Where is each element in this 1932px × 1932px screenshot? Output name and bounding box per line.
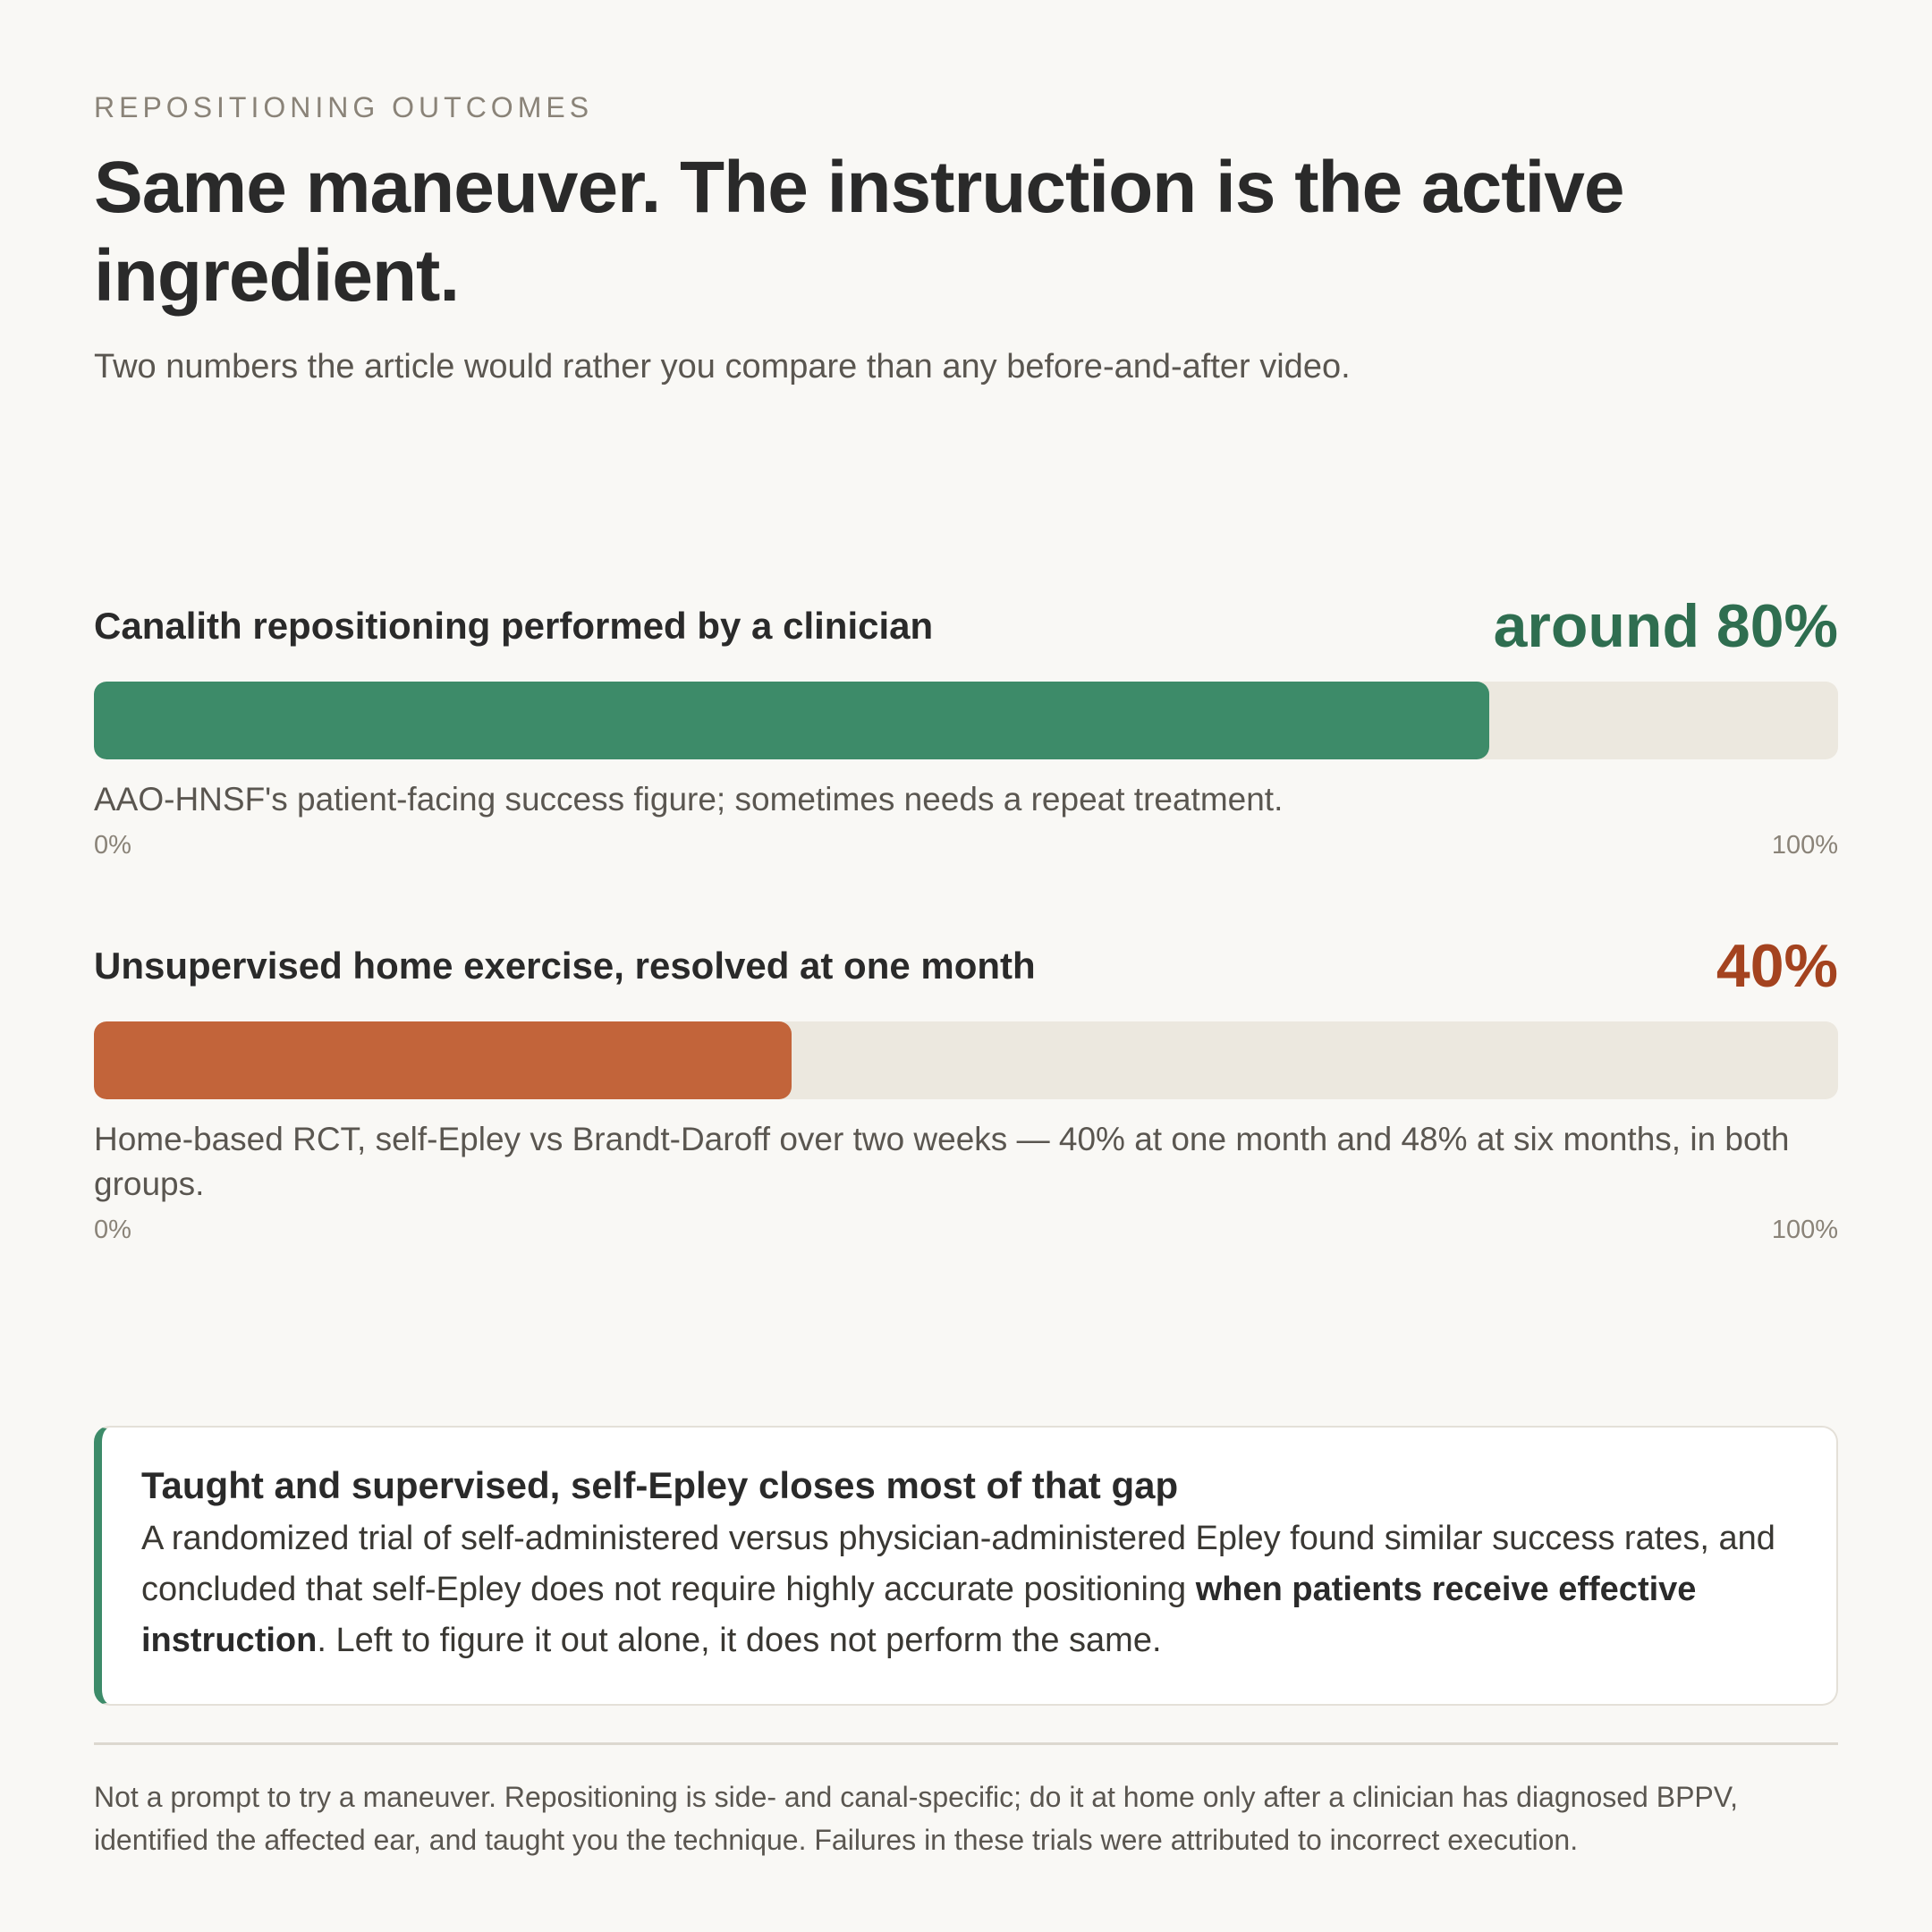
bar [94, 682, 1489, 759]
x-tick-label: 100% [1771, 831, 1838, 860]
bar-header: Unsupervised home exercise, resolved at … [94, 930, 1838, 1002]
bar-track [94, 1021, 1838, 1099]
x-tick-label: 0% [94, 831, 131, 860]
callout-body: A randomized trial of self-administered … [141, 1513, 1783, 1666]
callout-title: Taught and supervised, self-Epley closes… [141, 1464, 1179, 1506]
x-axis: 0% 100% [94, 1212, 1838, 1248]
x-tick-label: 100% [1771, 1216, 1838, 1244]
bar-header: Canalith repositioning performed by a cl… [94, 590, 1838, 662]
category-label: Unsupervised home exercise, resolved at … [94, 945, 1036, 987]
callout-text: . Left to figure it out alone, it does n… [317, 1622, 1162, 1659]
bar-group: Canalith repositioning performed by a cl… [94, 590, 1838, 863]
bar [94, 1021, 792, 1099]
category-label: Canalith repositioning performed by a cl… [94, 605, 934, 647]
subtitle: Two numbers the article would rather you… [94, 348, 1351, 386]
x-tick-label: 0% [94, 1216, 131, 1244]
bar-track [94, 682, 1838, 759]
title: Same maneuver. The instruction is the ac… [94, 147, 1625, 317]
value-label: around 80% [1493, 592, 1838, 660]
bar-note: Home-based RCT, self-Epley vs Brandt-Dar… [94, 1121, 1790, 1202]
callout: Taught and supervised, self-Epley closes… [94, 1426, 1838, 1706]
footnote: Not a prompt to try a maneuver. Repositi… [94, 1781, 1739, 1856]
bar-group: Unsupervised home exercise, resolved at … [94, 930, 1838, 1248]
callout-emphasis: when patients receive effective instruct… [141, 1571, 1697, 1659]
x-axis: 0% 100% [94, 827, 1838, 863]
divider [94, 1742, 1838, 1745]
callout-text: A randomized trial of self-administered … [141, 1520, 1775, 1608]
eyebrow: REPOSITIONING OUTCOMES [94, 91, 594, 123]
bar-note: AAO-HNSF's patient-facing success figure… [94, 781, 1284, 818]
value-label: 40% [1716, 932, 1838, 1000]
